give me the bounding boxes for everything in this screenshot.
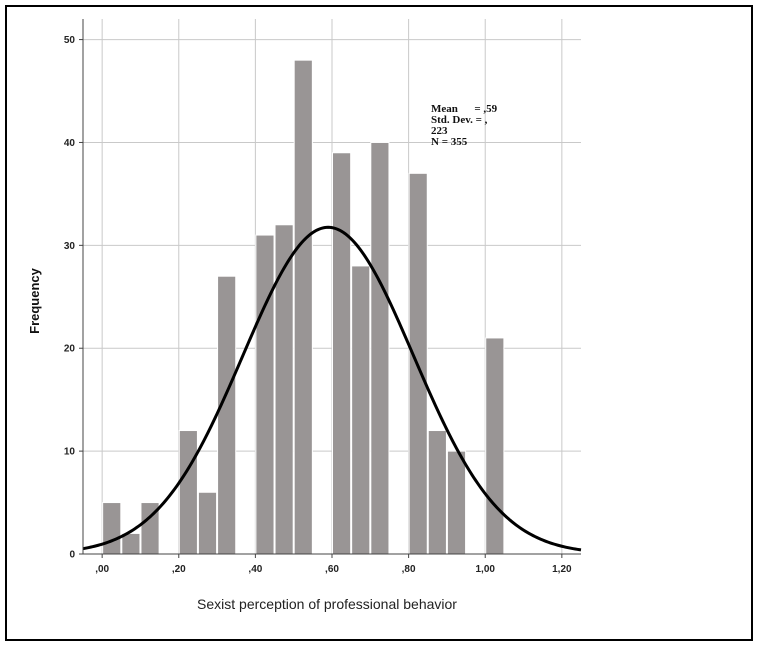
stats-line: Std. Dev. = , [431,114,488,126]
histogram-bar [102,502,122,555]
x-tick-label: ,60 [325,564,339,575]
histogram-bar [351,265,371,555]
histogram-bar [370,141,390,555]
normal-curve [82,225,582,552]
stats-line: Mean = ,59 [431,103,498,115]
x-tick-label: ,00 [95,564,109,575]
histogram-bar [197,491,218,555]
histogram-bar [332,152,352,555]
histogram-bar [293,59,313,555]
chart-frame: 0 10 20 30 40 50 ,00 ,20 ,40 ,60 ,80 1,00 1,20 Freq… [5,5,753,641]
histogram-bar [446,450,467,555]
gridlines [83,19,581,555]
histogram-chart: 0 10 20 30 40 50 ,00 ,20 ,40 ,60 ,80 1,00 1,20 Freq… [27,19,582,612]
histogram-bar [485,337,505,555]
x-tick-label: ,20 [172,564,186,575]
x-tick-label: ,80 [402,564,416,575]
x-tick-label: 1,00 [475,564,495,575]
y-tick-label: 0 [69,550,75,561]
histogram-bar [274,224,294,555]
y-axis-label: Frequency [27,267,42,334]
y-tick-label: 50 [64,35,76,46]
y-tick-label: 10 [64,447,76,458]
x-tick-label: ,40 [248,564,262,575]
x-tick-labels: ,00 ,20 ,40 ,60 ,80 1,00 1,20 [95,554,572,575]
x-axis-label: Sexist perception of professional behavi… [197,596,457,612]
y-tick-label: 40 [64,138,76,149]
histogram-bar [217,275,237,555]
y-tick-label: 20 [64,344,76,355]
stats-line: N = 355 [431,136,468,148]
x-tick-label: 1,20 [552,564,572,575]
stats-line: 223 [431,125,448,137]
histogram-bar [255,234,275,555]
y-tick-labels: 0 10 20 30 40 50 [64,35,83,561]
histogram-bar [178,430,198,555]
histogram-bar [427,430,447,555]
y-tick-label: 30 [64,241,76,252]
